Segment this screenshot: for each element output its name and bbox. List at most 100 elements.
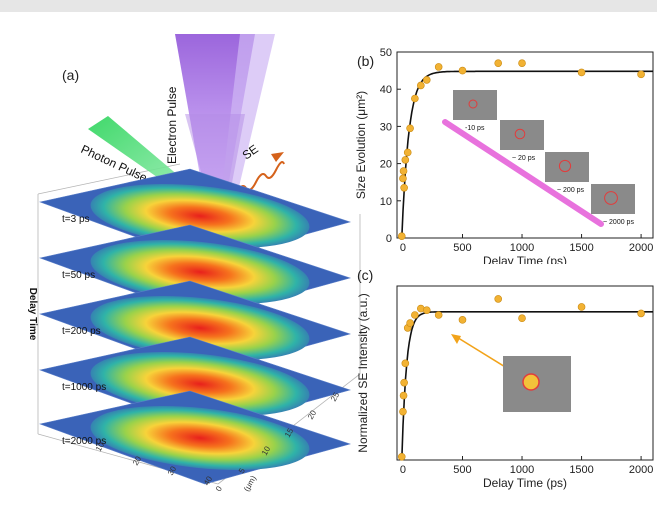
y-tick-label: 40 [380, 84, 392, 96]
fit-curve [401, 311, 653, 461]
data-point [422, 76, 431, 84]
layer-4: t=1000 ps [38, 336, 352, 431]
data-point [406, 124, 414, 133]
inset-label: ~ 20 ps [512, 155, 536, 162]
data-point [397, 452, 406, 461]
data-point [403, 148, 412, 157]
chart-b-insets: -10 ps ~ 20 ps ~ 200 ps ~ 2000 ps [442, 90, 635, 227]
data-point [637, 70, 645, 79]
time-layer-stack: t=3 ps t=50 ps t=200 ps t=1000 ps t=2000 ps [38, 168, 352, 485]
y-axis-title: Size Evolution (μm²) [354, 91, 368, 199]
layer-heatmap [90, 296, 310, 360]
chart-c-inset [451, 334, 571, 412]
inset-spot [558, 159, 572, 173]
inset-image [591, 184, 635, 214]
panel-a-3d-surfaces: (a) Electron Pulse Photon Pulse SE t=3 p… [27, 34, 361, 493]
inset-spot [604, 191, 618, 205]
layer-label: t=50 ps [62, 270, 95, 281]
inset-label: -10 ps [465, 125, 485, 132]
fit-curve [401, 70, 653, 239]
x-tick-label: 1500 [569, 242, 593, 254]
inset-image [545, 152, 589, 182]
data-point [577, 303, 586, 311]
top-divider [0, 0, 657, 12]
x-tick-label: 0 [400, 242, 406, 254]
data-point [399, 391, 408, 400]
data-point [401, 156, 410, 164]
panel-b-letter: (b) [357, 53, 374, 69]
y-tick-label: 0 [386, 233, 392, 245]
data-point [399, 174, 407, 183]
data-point [434, 311, 443, 319]
inset-label: ~ 2000 ps [603, 219, 634, 226]
y-tick-label: 30 [380, 121, 392, 133]
layer-3: t=200 ps [38, 280, 352, 375]
data-point [400, 378, 408, 387]
chart-b-plot: 0 500 1000 1500 2000 0 10 20 30 40 50 Delay Time (p… [354, 47, 654, 264]
y-axis-title: Normalized SE Intensity (a.u.) [356, 293, 370, 452]
data-point [518, 314, 526, 323]
layer-5: t=2000 ps [38, 390, 352, 485]
data-point [401, 359, 410, 368]
chart-c-plot: 0 500 1000 1500 2000 Delay Time (ps) Normalize… [356, 285, 654, 490]
data-point [406, 319, 414, 327]
data-point [399, 167, 408, 175]
x-tick-label: 500 [453, 464, 471, 476]
data-point [494, 295, 503, 303]
layer-label: t=1000 ps [62, 382, 106, 393]
inset-spot [522, 373, 540, 391]
panel-a-letter: (a) [62, 67, 79, 83]
layer-label: t=200 ps [62, 326, 101, 337]
data-point [422, 306, 431, 314]
y-tick-label: 20 [380, 159, 392, 171]
inset-image [500, 120, 544, 150]
y-tick-label: 10 [380, 196, 392, 208]
panel-c-letter: (c) [357, 267, 373, 283]
x-tick-label: 1000 [510, 464, 534, 476]
unit-label: (μm) [242, 474, 258, 493]
x-tick-label: 1500 [569, 464, 593, 476]
panel-c-intensity-chart: (c) 0 500 1000 1500 2000 Delay Time (ps) Norma… [356, 267, 654, 490]
data-point [637, 309, 645, 318]
x-axis-title: Delay Time (ps) [483, 254, 567, 264]
inset-spot [468, 99, 478, 109]
data-point [400, 183, 408, 192]
x-tick-label: 0 [400, 464, 406, 476]
data-point [577, 68, 586, 77]
plot-frame [396, 51, 654, 239]
data-point [411, 311, 419, 319]
data-point [458, 316, 467, 324]
layer-heatmap [90, 184, 310, 248]
data-point [434, 63, 443, 71]
y-3d-tick-label: 0 [214, 484, 224, 493]
inset-label: ~ 200 ps [557, 187, 585, 194]
data-point [399, 407, 407, 416]
y-3d-tick-label: 20 [306, 408, 319, 421]
electron-pulse-label: Electron Pulse [165, 86, 179, 164]
inset-pointer-head [451, 334, 461, 344]
data-point [458, 66, 467, 75]
x-tick-label: 1000 [510, 242, 534, 254]
x-tick-label: 500 [453, 242, 471, 254]
data-point [417, 81, 425, 90]
layer-label: t=2000 ps [62, 436, 106, 447]
inset-image [453, 90, 497, 120]
layer-1: t=3 ps [38, 168, 352, 263]
y-3d-tick-label: 5 [237, 466, 247, 475]
layer-heatmap [90, 240, 310, 304]
layer-label: t=3 ps [62, 214, 90, 225]
data-point [518, 59, 526, 67]
data-point [411, 94, 419, 103]
inset-spot [514, 128, 526, 140]
x-axis-title: Delay Time (ps) [483, 476, 567, 490]
delay-time-axis-label: Delay Time [27, 288, 38, 341]
data-point [494, 59, 503, 67]
panel-b-size-chart: (b) 0 500 1000 1500 2000 0 10 20 30 40 50 Delay Tim… [354, 47, 654, 264]
data-point [397, 232, 406, 240]
electron-pulse-beam [175, 34, 275, 204]
layer-heatmap [90, 352, 310, 416]
y-tick-label: 50 [380, 47, 392, 59]
layer-heatmap [90, 406, 310, 470]
x-tick-label: 2000 [629, 464, 653, 476]
x-tick-label: 2000 [629, 242, 653, 254]
